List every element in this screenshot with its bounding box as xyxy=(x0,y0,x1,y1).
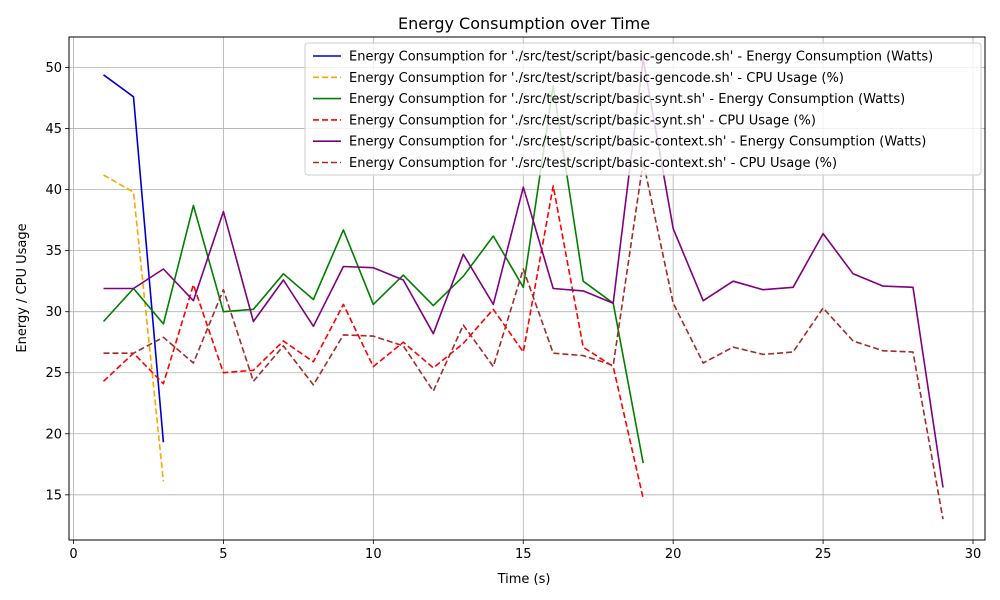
legend-label: Energy Consumption for './src/test/scrip… xyxy=(349,156,837,171)
y-tick-label: 25 xyxy=(45,366,62,381)
x-tick-label: 0 xyxy=(69,547,77,562)
x-tick-label: 20 xyxy=(665,547,682,562)
plot-frame xyxy=(68,36,986,541)
y-tick-label: 20 xyxy=(45,427,62,442)
legend-label: Energy Consumption for './src/test/scrip… xyxy=(349,113,816,128)
series-line-3 xyxy=(102,185,644,499)
y-tick-label: 50 xyxy=(45,61,62,76)
chart-title: Energy Consumption over Time xyxy=(398,14,650,33)
legend: Energy Consumption for './src/test/scrip… xyxy=(304,42,982,176)
x-tick-label: 25 xyxy=(815,547,832,562)
y-tick-label: 35 xyxy=(45,244,62,259)
x-tick-label: 5 xyxy=(219,547,227,562)
x-tick-label: 10 xyxy=(365,547,382,562)
x-tick-label: 15 xyxy=(515,547,532,562)
series-line-0 xyxy=(103,74,165,443)
legend-label: Energy Consumption for './src/test/scrip… xyxy=(349,50,933,65)
y-axis: 15 20 25 30 35 40 45 50 xyxy=(45,61,69,503)
y-tick-label: 45 xyxy=(45,122,62,137)
y-tick-label: 15 xyxy=(45,488,62,503)
series-line-5 xyxy=(103,160,944,520)
legend-label: Energy Consumption for './src/test/scrip… xyxy=(349,92,905,107)
x-axis-label: Time (s) xyxy=(497,572,551,587)
x-tick-label: 30 xyxy=(965,547,982,562)
y-axis-label: Energy / CPU Usage xyxy=(15,223,30,352)
y-tick-label: 40 xyxy=(45,183,62,198)
x-axis: 0 5 10 15 20 25 30 xyxy=(69,540,981,562)
legend-label: Energy Consumption for './src/test/scrip… xyxy=(349,135,926,150)
legend-label: Energy Consumption for './src/test/scrip… xyxy=(349,71,844,86)
legend-box xyxy=(304,42,982,176)
y-tick-label: 30 xyxy=(45,305,62,320)
series-line-1 xyxy=(103,174,165,482)
series-line-4 xyxy=(103,58,944,488)
